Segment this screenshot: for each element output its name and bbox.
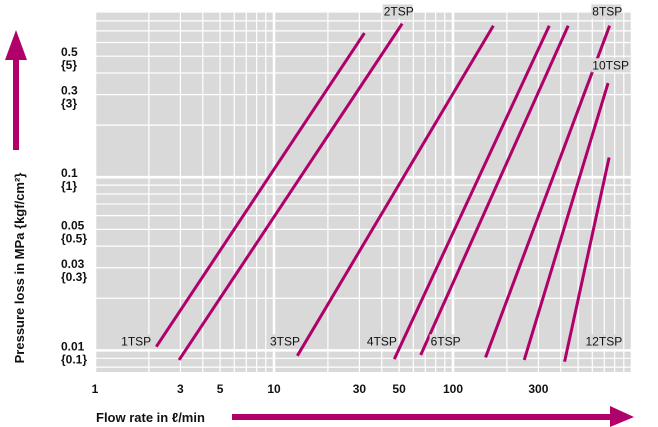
series-label-background bbox=[591, 4, 622, 19]
series-label-background bbox=[269, 334, 300, 349]
series-lines bbox=[155, 22, 612, 363]
series-label-8tsp: 8TSP bbox=[592, 4, 622, 18]
x-axis-title: Flow rate in ℓ/min bbox=[96, 410, 205, 425]
series-line-3tsp bbox=[296, 24, 495, 357]
series-line-12tsp bbox=[563, 157, 611, 363]
y-tick-sublabel: {0.5} bbox=[61, 231, 87, 245]
x-tick-label: 1 bbox=[92, 382, 99, 396]
y-tick-sublabel: {0.3} bbox=[61, 270, 87, 284]
series-labels: 1TSP 2TSP 3TSP 4TSP 6TSP 8TSP 10TSP 12TSP bbox=[120, 4, 629, 349]
x-tick-label: 10 bbox=[267, 382, 281, 396]
y-tick-label: 0.03 bbox=[61, 257, 85, 271]
y-axis-title: Pressure loss in MPa {kgf/cm²} bbox=[12, 173, 27, 364]
y-tick-label: 0.3 bbox=[61, 84, 78, 98]
series-label-background bbox=[365, 334, 396, 349]
x-tick-label: 300 bbox=[528, 382, 548, 396]
y-tick-sublabel: {3} bbox=[61, 97, 77, 111]
x-tick-label: 30 bbox=[353, 382, 367, 396]
y-axis-arrow-shaft bbox=[13, 58, 19, 150]
series-label-10tsp: 10TSP bbox=[592, 58, 629, 72]
series-line-1tsp bbox=[155, 32, 366, 348]
series-line-10tsp bbox=[522, 82, 610, 361]
series-line-4tsp bbox=[392, 25, 551, 360]
x-tick-label: 3 bbox=[177, 382, 184, 396]
series-label-background bbox=[382, 4, 413, 19]
series-line-2tsp bbox=[177, 22, 404, 361]
series-line-8tsp bbox=[484, 25, 612, 358]
x-axis-arrow-head bbox=[610, 406, 634, 427]
series-label-background bbox=[429, 334, 460, 349]
series-label-background bbox=[120, 334, 151, 349]
series-label-1tsp: 1TSP bbox=[121, 334, 151, 348]
grid bbox=[93, 11, 634, 372]
x-axis-arrow-shaft bbox=[232, 414, 612, 420]
y-axis-arrow-head bbox=[5, 30, 27, 60]
y-tick-label: 0.5 bbox=[61, 45, 78, 59]
x-tick-label: 100 bbox=[443, 382, 463, 396]
axis-titles: Flow rate in ℓ/min Pressure loss in MPa {… bbox=[5, 30, 634, 427]
tick-labels: 1 3 5 10 30 50 100 3000.5{5}0.3{3}0.1{1}0.05{0.… bbox=[61, 45, 549, 396]
y-tick-label: 0.05 bbox=[61, 218, 85, 232]
x-tick-label: 5 bbox=[217, 382, 224, 396]
series-label-background bbox=[584, 334, 622, 349]
series-label-6tsp: 6TSP bbox=[431, 334, 461, 348]
x-tick-label: 50 bbox=[392, 382, 406, 396]
series-line-6tsp bbox=[419, 25, 570, 356]
plot-background bbox=[95, 12, 632, 372]
y-tick-sublabel: {1} bbox=[61, 179, 77, 193]
y-tick-label: 0.1 bbox=[61, 166, 78, 180]
y-tick-sublabel: {5} bbox=[61, 58, 77, 72]
series-label-background bbox=[591, 58, 629, 73]
series-label-3tsp: 3TSP bbox=[270, 334, 300, 348]
series-label-12tsp: 12TSP bbox=[586, 334, 623, 348]
series-label-4tsp: 4TSP bbox=[367, 334, 397, 348]
y-tick-sublabel: {0.1} bbox=[61, 352, 87, 366]
series-label-2tsp: 2TSP bbox=[384, 4, 414, 18]
y-tick-label: 0.01 bbox=[61, 339, 85, 353]
